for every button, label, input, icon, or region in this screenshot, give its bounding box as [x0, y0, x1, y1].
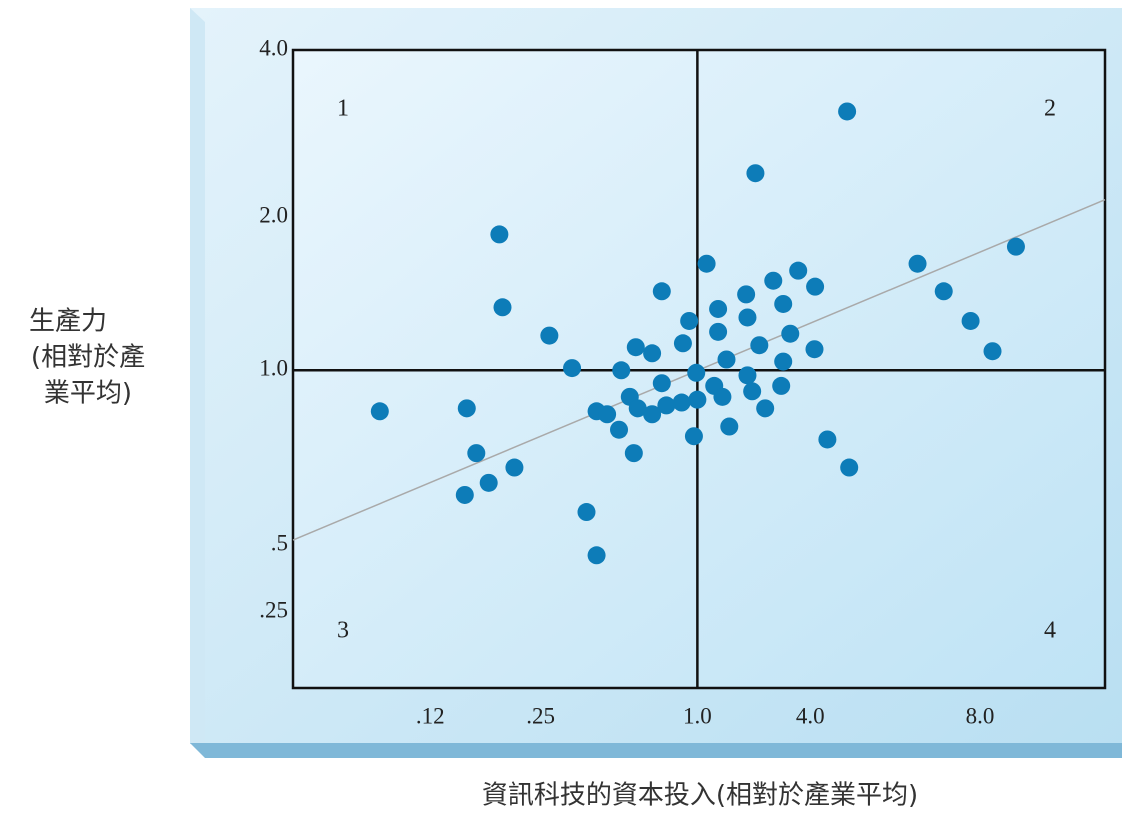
- point: [626, 338, 645, 357]
- point: [738, 366, 757, 385]
- point: [680, 311, 699, 330]
- point: [764, 271, 783, 290]
- point: [743, 382, 762, 401]
- point: [490, 225, 509, 244]
- point: [657, 396, 676, 415]
- point: [961, 311, 980, 330]
- point: [806, 277, 825, 296]
- panel-edge: [190, 8, 205, 743]
- x-tick-label: 1.0: [683, 703, 712, 728]
- point: [540, 326, 559, 345]
- point: [1006, 237, 1025, 256]
- point: [505, 458, 524, 477]
- point: [720, 417, 739, 436]
- point: [479, 473, 498, 492]
- point: [684, 427, 703, 446]
- y-tick-label: 4.0: [259, 35, 288, 60]
- point: [709, 299, 728, 318]
- point: [598, 405, 617, 424]
- y-tick-label: 2.0: [259, 202, 288, 227]
- y-tick-label: .5: [271, 530, 288, 555]
- point: [652, 374, 671, 393]
- plot-layer: [292, 50, 1106, 688]
- point: [652, 282, 671, 301]
- y-axis-label: (相對於產: [31, 343, 145, 373]
- point: [688, 390, 707, 409]
- point: [563, 359, 582, 378]
- point: [457, 399, 476, 418]
- y-axis-label: 業平均): [44, 379, 132, 409]
- point: [789, 261, 808, 280]
- y-tick-label: 1.0: [259, 356, 288, 381]
- y-axis-label: 生產力: [29, 307, 107, 337]
- point: [709, 322, 728, 341]
- point: [746, 164, 765, 183]
- point: [370, 402, 389, 421]
- point: [673, 334, 692, 353]
- y-tick-label: .25: [259, 597, 288, 622]
- point: [756, 399, 775, 418]
- point: [983, 342, 1002, 361]
- quadrant-label: 4: [1044, 618, 1056, 644]
- quadrant-label: 3: [337, 618, 349, 644]
- point: [493, 298, 512, 317]
- point: [672, 393, 691, 412]
- point: [738, 308, 757, 327]
- quadrant-label: 2: [1044, 96, 1056, 122]
- x-axis-label: 資訊科技的資本投入(相對於產業平均): [482, 781, 918, 811]
- point: [772, 376, 791, 395]
- point: [612, 361, 631, 380]
- point: [610, 420, 629, 439]
- panel-bevel: [190, 743, 1122, 758]
- point: [805, 340, 824, 359]
- point: [577, 503, 596, 522]
- point: [687, 363, 706, 382]
- point: [781, 324, 800, 343]
- quadrant-label: 1: [337, 96, 349, 122]
- point: [628, 399, 647, 418]
- point: [774, 352, 793, 371]
- point: [717, 350, 736, 369]
- point: [934, 282, 953, 301]
- point: [737, 285, 756, 304]
- point: [840, 458, 859, 477]
- point: [818, 430, 837, 449]
- x-tick-label: .25: [526, 703, 555, 728]
- point: [774, 294, 793, 313]
- point: [624, 444, 643, 463]
- point: [713, 387, 732, 406]
- x-tick-label: .12: [416, 703, 445, 728]
- point: [643, 405, 662, 424]
- point: [455, 485, 474, 504]
- x-tick-label: 4.0: [796, 703, 825, 728]
- point: [838, 102, 857, 121]
- point: [587, 546, 606, 565]
- point: [908, 254, 927, 273]
- x-tick-label: 8.0: [966, 703, 995, 728]
- point: [697, 254, 716, 273]
- point: [750, 336, 769, 355]
- point: [467, 444, 486, 463]
- point: [643, 344, 662, 363]
